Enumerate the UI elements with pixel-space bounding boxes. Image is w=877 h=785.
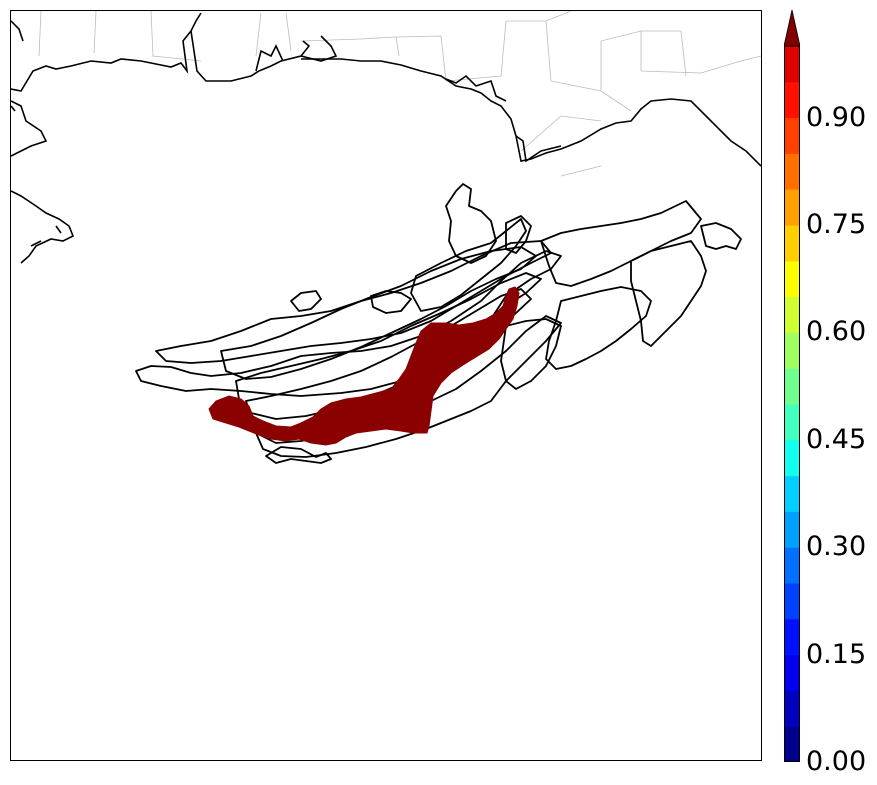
colorbar-segment bbox=[784, 726, 800, 762]
colorbar-segment bbox=[784, 189, 800, 226]
colorbar-tick-label: 0.90 bbox=[806, 101, 867, 133]
map-panel bbox=[10, 10, 762, 761]
colorbar-segment bbox=[784, 404, 800, 441]
colorbar-extend-arrow bbox=[784, 10, 800, 47]
colorbar-segment bbox=[784, 153, 800, 190]
colorbar-segment bbox=[784, 81, 800, 119]
colorbar-segment bbox=[784, 46, 800, 83]
colorbar-segment bbox=[784, 583, 800, 620]
colorbar bbox=[784, 10, 800, 762]
colorbar-tick-label: 0.60 bbox=[806, 316, 867, 348]
colorbar-border bbox=[784, 45, 800, 762]
colorbar-segment bbox=[784, 654, 800, 691]
state-borders bbox=[38, 11, 761, 177]
colorbar-segment bbox=[784, 618, 800, 656]
colorbar-segment bbox=[784, 511, 800, 548]
colorbar-segment bbox=[784, 690, 800, 727]
coastline bbox=[11, 12, 761, 264]
colorbar-tick-label: 0.45 bbox=[806, 423, 867, 455]
colorbar-tick-label: 0.30 bbox=[806, 531, 867, 563]
colorbar-segment bbox=[784, 117, 800, 154]
colorbar-tick-label: 0.75 bbox=[806, 209, 867, 240]
colorbar-segment bbox=[784, 296, 800, 333]
colorbar-segment bbox=[784, 368, 800, 405]
colorbar-tick-label: 0.15 bbox=[806, 638, 867, 670]
colorbar-segment bbox=[784, 225, 800, 262]
colorbar-segment bbox=[784, 260, 800, 298]
colorbar-segment bbox=[784, 332, 800, 369]
map-canvas bbox=[11, 11, 761, 464]
colorbar-segment bbox=[784, 439, 800, 477]
colorbar-segment bbox=[784, 475, 800, 512]
colorbar-segment bbox=[784, 547, 800, 584]
colorbar-tick-label: 0.00 bbox=[806, 746, 867, 777]
probability-region bbox=[208, 286, 520, 446]
